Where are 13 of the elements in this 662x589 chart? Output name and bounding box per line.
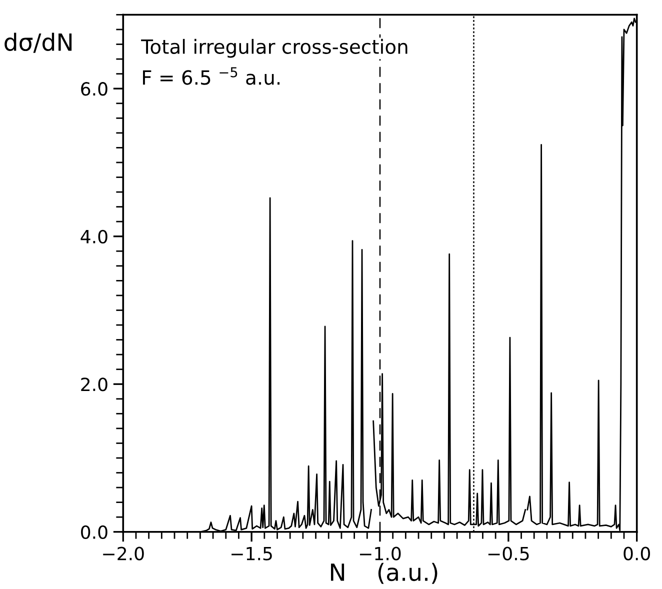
x-tick-label: −0.5: [488, 546, 529, 560]
x-tick-label: −2.0: [103, 546, 144, 560]
y-tick-label: 2.0: [81, 378, 108, 392]
y-tick-label: 0.0: [81, 525, 108, 539]
x-tick-label: 0.0: [624, 546, 650, 560]
y-axis-title: dσ/dN: [4, 32, 72, 53]
y-tick-label: 6.0: [81, 82, 108, 96]
x-tick-label: −1.0: [360, 546, 401, 560]
y-tick-label: 4.0: [80, 230, 108, 244]
x-axis-title: N (a.u.): [331, 562, 438, 584]
annotation: Total irregular cross-section: [141, 38, 408, 58]
x-tick-label: −1.5: [232, 547, 272, 560]
annotation: F = 6.5 $^{−5}$ a.u.: [143, 67, 280, 85]
